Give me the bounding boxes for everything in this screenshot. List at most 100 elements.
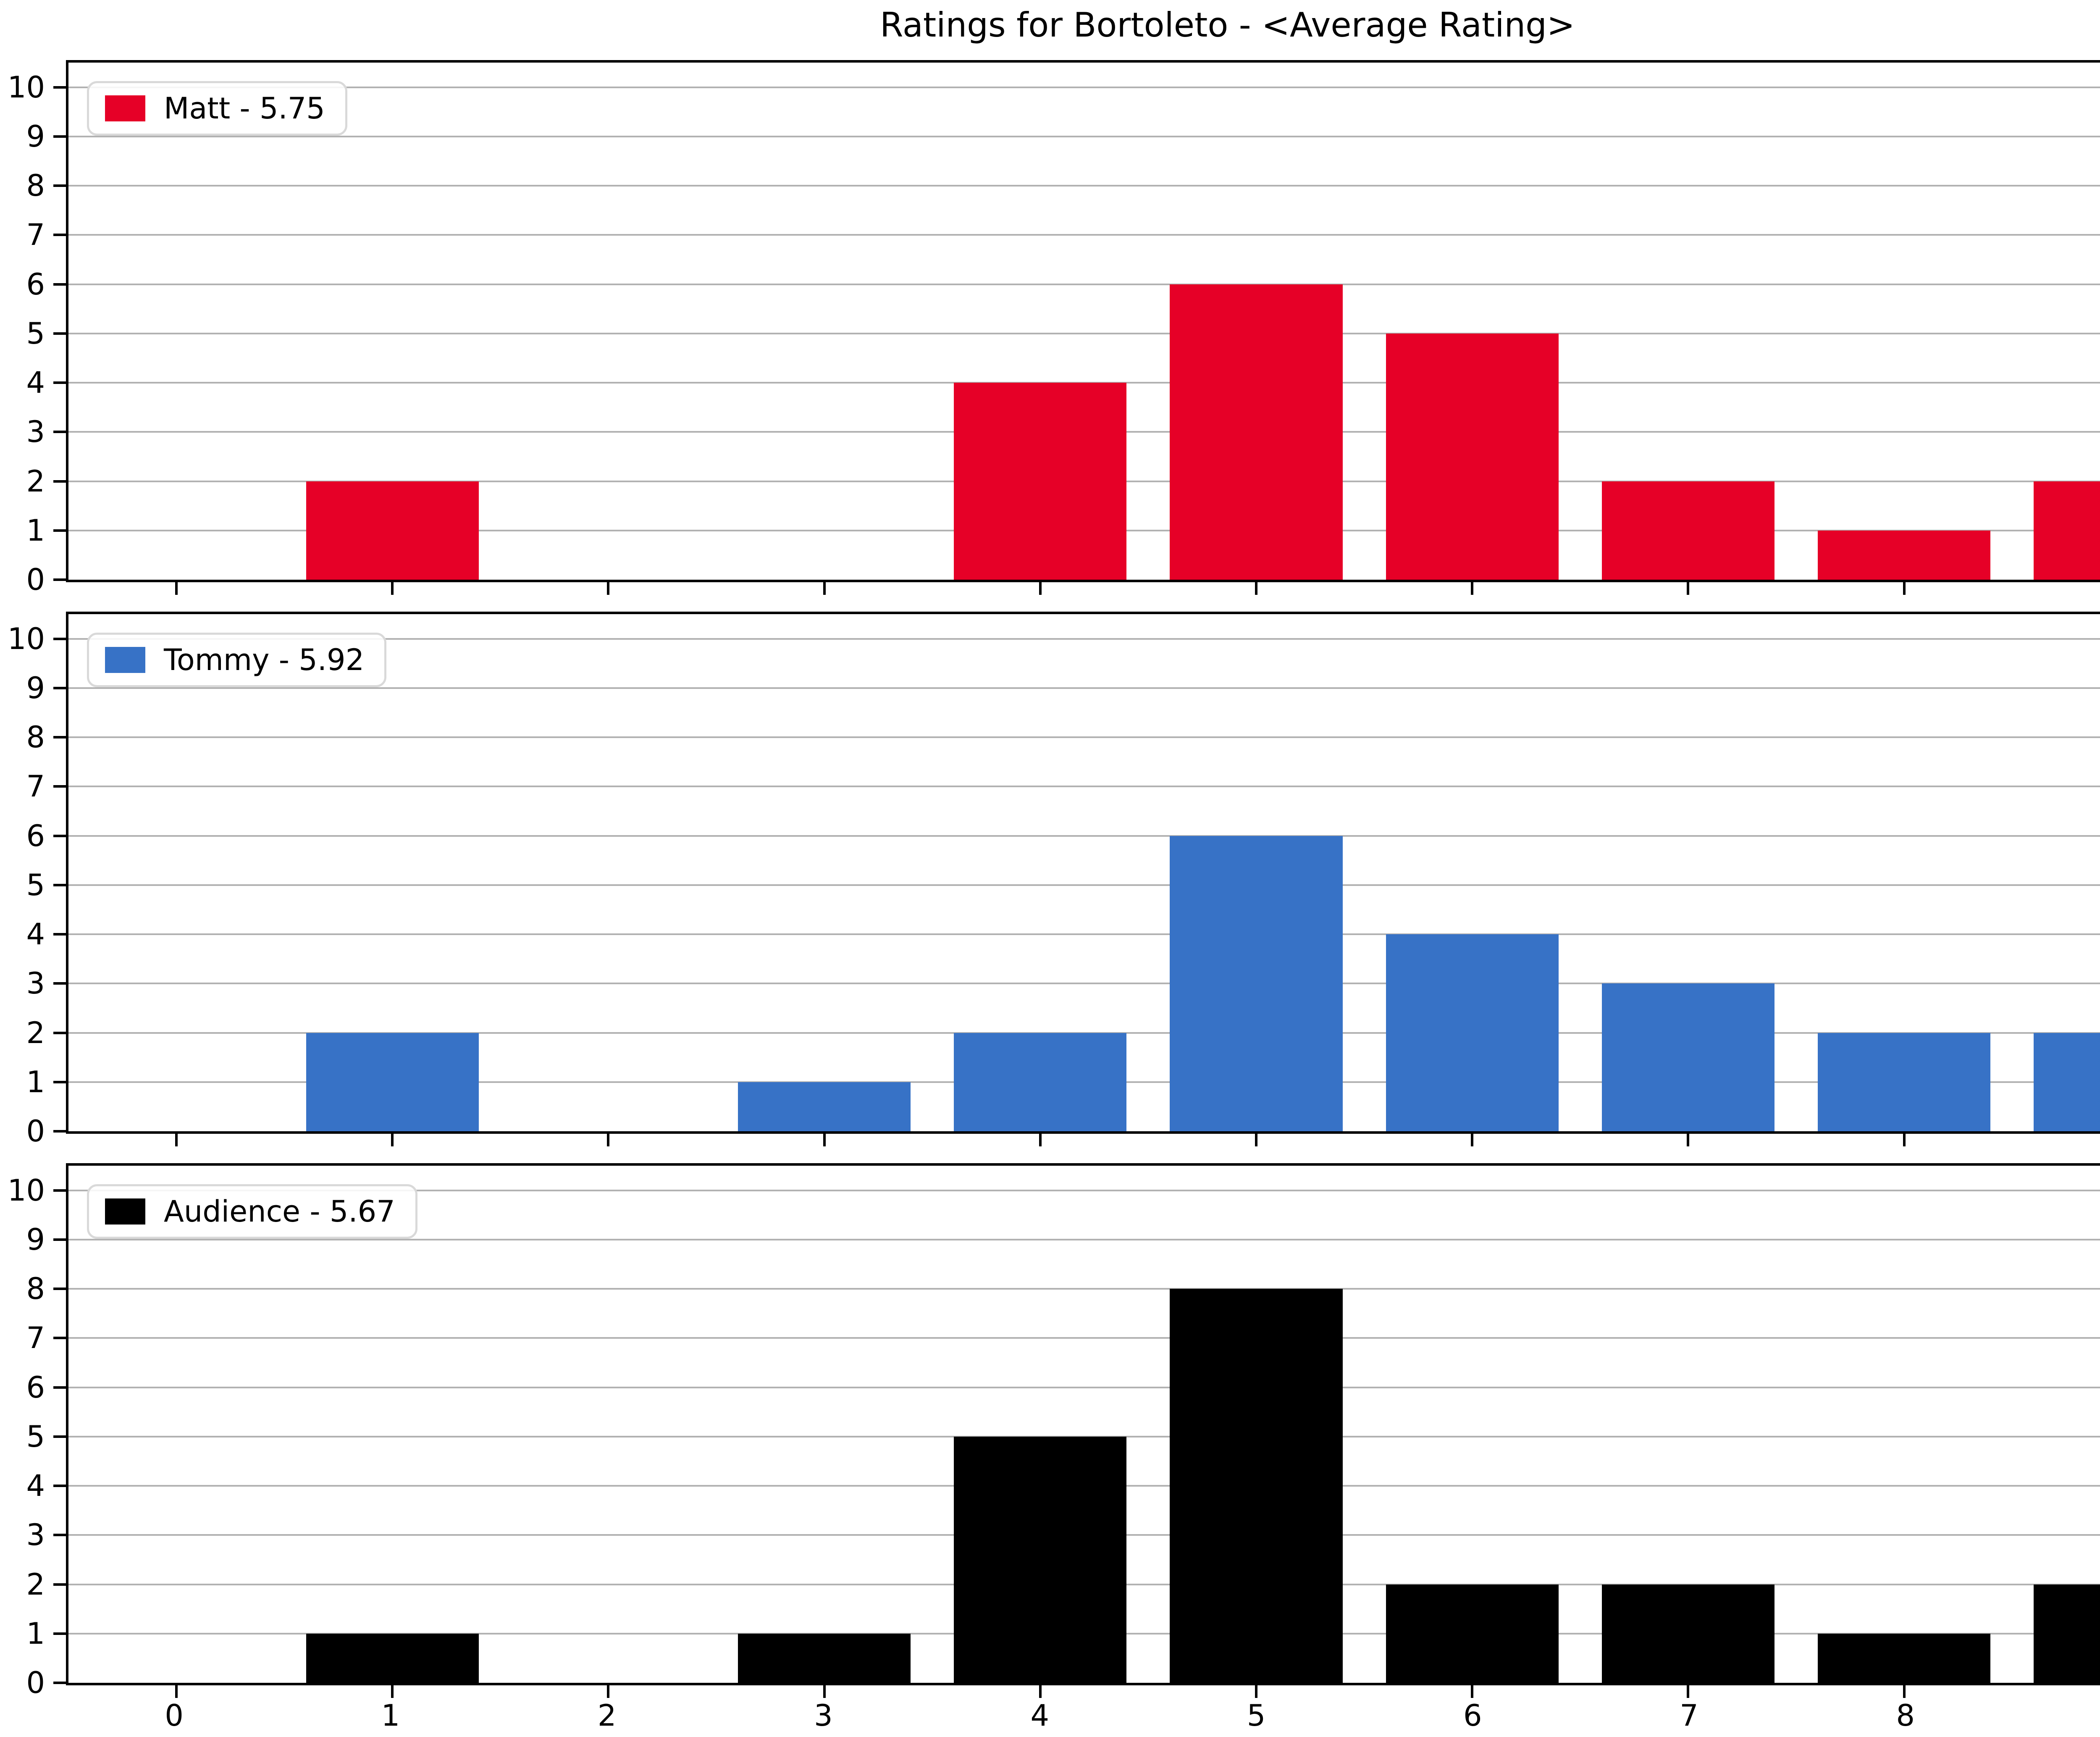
legend-swatch-icon [105,1198,145,1225]
matt-bar-8 [1817,530,1991,580]
matt-bar-4 [954,383,1127,580]
y-tick-label: 1 [26,1064,45,1099]
y-tick-label: 6 [26,818,45,853]
y-tick-mark [53,933,66,936]
x-tick-mark [175,1685,178,1698]
y-tick-label: 6 [26,1370,45,1405]
legend-label: Matt - 5.75 [164,91,325,126]
y-tick-mark [53,883,66,886]
y-tick-mark [53,1080,66,1083]
gridline-y8 [68,185,2100,187]
gridline-y4 [68,933,2100,936]
audience-bar-4 [954,1436,1127,1683]
x-tick-mark [1687,1685,1690,1698]
y-tick-label: 9 [26,119,45,154]
gridline-y3 [68,983,2100,985]
subplot-tommy: Tommy - 5.92 0 1 2 3 4 5 6 7 8 9 10 [8,612,2100,1146]
gridline-y5 [68,884,2100,886]
x-tick-label: 2 [597,1698,617,1733]
x-tick-label: 5 [1247,1698,1266,1733]
x-tick-mark [823,1134,826,1146]
gridline-y10 [68,86,2100,88]
tommy-bar-6 [1386,934,1559,1131]
y-tick-label: 3 [26,966,45,1001]
y-tick-label: 3 [26,1518,45,1553]
audience-bar-3 [738,1633,911,1683]
matt-bar-5 [1170,284,1343,580]
plot-area-matt: Matt - 5.75 0 1 2 3 4 5 6 7 8 9 10 [8,60,2100,595]
x-tick-mark [175,1134,178,1146]
y-tick-label: 10 [7,621,45,656]
gridline-y9 [68,135,2100,137]
legend-label: Tommy - 5.92 [164,643,365,677]
y-tick-mark [53,86,66,89]
x-tick-label: 4 [1030,1698,1049,1733]
legend-audience: Audience - 5.67 [87,1184,417,1239]
y-tick-label: 10 [7,1173,45,1208]
y-tick-label: 8 [26,168,45,203]
x-tick-mark [1471,582,1474,595]
x-tick-mark [1903,582,1906,595]
y-tick-label: 0 [26,1114,45,1148]
x-tick-mark [1687,1134,1690,1146]
audience-bar-9 [2034,1584,2100,1683]
x-tick-mark [175,582,178,595]
tommy-bar-3 [738,1082,911,1131]
x-tick-mark [1039,1685,1042,1698]
y-tick-label: 1 [26,513,45,548]
gridline-y7 [68,234,2100,236]
y-tick-label: 2 [26,1015,45,1050]
y-tick-mark [53,184,66,187]
x-tick-mark [391,1134,394,1146]
gridline-y6 [68,1386,2100,1388]
y-tick-label: 9 [26,670,45,705]
y-tick-mark [53,637,66,640]
y-tick-label: 6 [26,267,45,302]
y-tick-mark [53,982,66,985]
x-tick-mark [1471,1685,1474,1698]
tommy-bar-9 [2034,1033,2100,1131]
x-tick-mark [607,582,610,595]
matt-bar-6 [1386,333,1559,580]
matt-bar-7 [1601,481,1775,580]
y-tick-mark [53,431,66,434]
y-tick-mark [53,834,66,837]
legend-swatch-icon [105,647,145,673]
y-tick-label: 5 [26,1419,45,1454]
x-tick-mark [1903,1134,1906,1146]
y-tick-mark [53,1238,66,1241]
y-tick-label: 8 [26,1272,45,1306]
y-tick-mark [53,1583,66,1586]
matt-bar-1 [306,481,479,580]
gridline-y9 [68,1238,2100,1240]
y-tick-label: 8 [26,720,45,755]
audience-bar-6 [1386,1584,1559,1683]
y-tick-mark [53,332,66,335]
y-tick-label: 2 [26,464,45,499]
tommy-bar-5 [1170,836,1343,1131]
tommy-bar-8 [1817,1033,1991,1131]
y-tick-mark [53,283,66,286]
legend-label: Audience - 5.67 [164,1194,395,1229]
legend-matt: Matt - 5.75 [87,81,347,136]
matt-bar-9 [2034,481,2100,580]
x-tick-mark [391,582,394,595]
y-tick-mark [53,785,66,788]
y-tick-mark [53,1435,66,1438]
x-tick-mark [1039,1134,1042,1146]
plot-area-tommy: Tommy - 5.92 0 1 2 3 4 5 6 7 8 9 10 [8,612,2100,1146]
y-tick-mark [53,1485,66,1487]
x-tick-mark [1039,582,1042,595]
y-tick-label: 5 [26,316,45,351]
legend-swatch-icon [105,95,145,121]
y-tick-label: 10 [7,70,45,105]
gridline-y5 [68,332,2100,334]
y-tick-label: 4 [26,365,45,400]
x-tick-mark [391,1685,394,1698]
gridline-y10 [68,638,2100,640]
y-tick-mark [53,1288,66,1290]
gridline-y8 [68,736,2100,738]
x-tick-mark [1255,1134,1257,1146]
